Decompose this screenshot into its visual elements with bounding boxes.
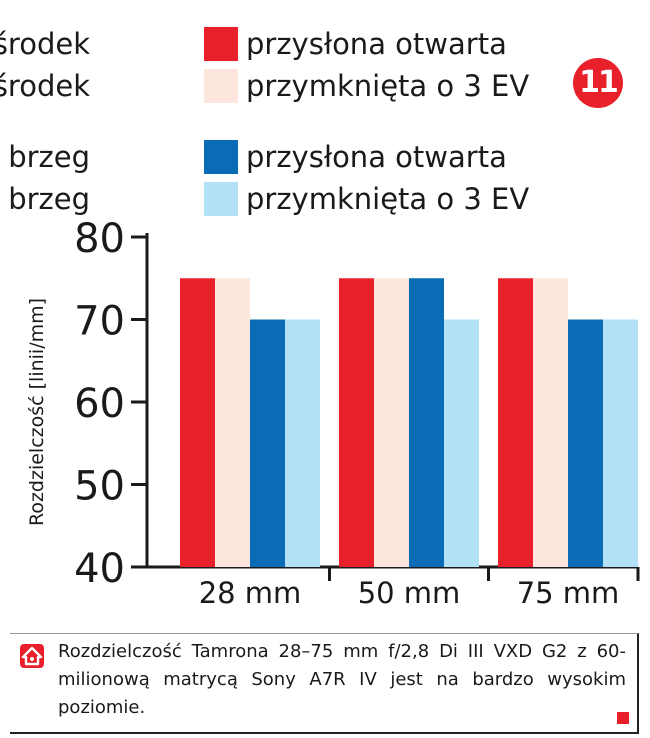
- chart-legend: środek przysłona otwarta środek przymkni…: [0, 0, 650, 230]
- legend-series-label: przysłona otwarta: [246, 140, 507, 174]
- x-tick-label: 50 mm: [358, 576, 461, 610]
- legend-swatch-red: [204, 27, 238, 61]
- bar: [498, 278, 533, 567]
- bar: [339, 278, 374, 567]
- bar: [444, 319, 479, 567]
- chart-labels: 40 50 60 70 80 Rozdzielczość [linii/mm] 28 mm 5…: [26, 216, 619, 610]
- caption-text: Rozdzielczość Tamrona 28–75 mm f/2,8 Di …: [58, 641, 626, 718]
- legend-item-brzeg-open: brzeg przysłona otwarta: [0, 137, 560, 177]
- warning-icon: [20, 644, 44, 668]
- y-tick-label: 50: [74, 464, 125, 510]
- y-tick-label: 80: [74, 216, 125, 262]
- legend-swatch-lightblue: [204, 182, 238, 216]
- x-tick-label: 28 mm: [199, 576, 302, 610]
- legend-item-srodek-open: środek przysłona otwarta: [0, 24, 560, 64]
- bar: [374, 278, 409, 567]
- legend-position-label: środek: [0, 69, 90, 103]
- chart-bars: [180, 278, 638, 567]
- y-axis-label: Rozdzielczość [linii/mm]: [26, 298, 48, 526]
- caption-box: Rozdzielczość Tamrona 28–75 mm f/2,8 Di …: [10, 633, 639, 734]
- bar: [250, 319, 285, 567]
- bar: [215, 278, 250, 567]
- x-tick-label: 75 mm: [517, 576, 620, 610]
- bar-chart: 40 50 60 70 80 Rozdzielczość [linii/mm] 28 mm 5…: [26, 216, 640, 610]
- bar: [180, 278, 215, 567]
- y-tick-label: 40: [74, 546, 125, 592]
- bar: [603, 319, 638, 567]
- legend-position-label: brzeg: [8, 182, 90, 216]
- legend-item-brzeg-closed: brzeg przymknięta o 3 EV: [0, 179, 560, 219]
- figure-number-badge: 11: [573, 58, 623, 108]
- legend-position-label: środek: [0, 27, 90, 61]
- legend-series-label: przysłona otwarta: [246, 27, 507, 61]
- bar: [568, 319, 603, 567]
- bar: [285, 319, 320, 567]
- legend-position-label: brzeg: [8, 140, 90, 174]
- legend-series-label: przymknięta o 3 EV: [246, 182, 530, 216]
- bar: [409, 278, 444, 567]
- legend-item-srodek-closed: środek przymknięta o 3 EV: [0, 66, 560, 106]
- y-tick-label: 60: [74, 381, 125, 427]
- y-tick-label: 70: [74, 299, 125, 345]
- bar: [533, 278, 568, 567]
- legend-swatch-pink: [204, 69, 238, 103]
- legend-series-label: przymknięta o 3 EV: [246, 69, 530, 103]
- end-mark-icon: [617, 712, 629, 724]
- legend-swatch-blue: [204, 140, 238, 174]
